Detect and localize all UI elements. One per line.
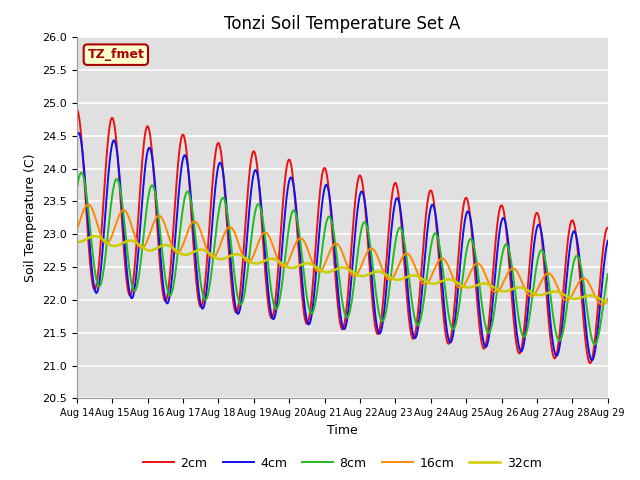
Line: 4cm: 4cm — [77, 133, 608, 360]
Line: 2cm: 2cm — [77, 109, 608, 363]
4cm — [604, 238, 612, 244]
8cm — [136, 266, 144, 272]
Text: TZ_fmet: TZ_fmet — [88, 48, 144, 61]
2cm — [73, 107, 81, 112]
8cm — [310, 308, 317, 314]
4cm — [376, 331, 383, 336]
8cm — [73, 187, 81, 192]
Line: 16cm: 16cm — [77, 204, 608, 304]
16cm — [376, 258, 383, 264]
2cm — [136, 196, 143, 202]
8cm — [299, 257, 307, 263]
16cm — [310, 262, 317, 268]
2cm — [604, 225, 612, 230]
16cm — [604, 296, 612, 302]
Line: 32cm: 32cm — [77, 236, 608, 302]
2cm — [309, 279, 317, 285]
32cm — [136, 242, 144, 248]
16cm — [73, 227, 81, 233]
4cm — [75, 130, 83, 136]
32cm — [299, 261, 307, 267]
2cm — [375, 329, 383, 335]
32cm — [115, 242, 122, 248]
4cm — [588, 358, 596, 363]
8cm — [115, 178, 122, 184]
8cm — [376, 312, 383, 317]
Line: 8cm: 8cm — [77, 173, 608, 345]
8cm — [604, 271, 612, 277]
8cm — [77, 170, 85, 176]
Y-axis label: Soil Temperature (C): Soil Temperature (C) — [24, 154, 36, 282]
2cm — [586, 360, 594, 366]
2cm — [298, 293, 306, 299]
4cm — [319, 194, 327, 200]
8cm — [319, 240, 327, 246]
32cm — [604, 300, 612, 305]
4cm — [310, 299, 317, 304]
16cm — [319, 265, 327, 271]
16cm — [136, 244, 144, 250]
4cm — [73, 133, 81, 139]
4cm — [115, 159, 122, 165]
X-axis label: Time: Time — [327, 424, 358, 437]
32cm — [73, 239, 81, 244]
32cm — [310, 263, 317, 268]
16cm — [84, 202, 92, 207]
8cm — [591, 342, 598, 348]
4cm — [299, 281, 307, 287]
Legend: 2cm, 4cm, 8cm, 16cm, 32cm: 2cm, 4cm, 8cm, 16cm, 32cm — [138, 452, 547, 475]
16cm — [299, 236, 307, 242]
32cm — [319, 269, 327, 275]
16cm — [598, 301, 606, 307]
4cm — [136, 229, 144, 235]
2cm — [114, 157, 122, 163]
Title: Tonzi Soil Temperature Set A: Tonzi Soil Temperature Set A — [224, 15, 460, 33]
32cm — [376, 269, 383, 275]
32cm — [91, 233, 99, 239]
16cm — [115, 215, 122, 220]
2cm — [319, 169, 326, 175]
